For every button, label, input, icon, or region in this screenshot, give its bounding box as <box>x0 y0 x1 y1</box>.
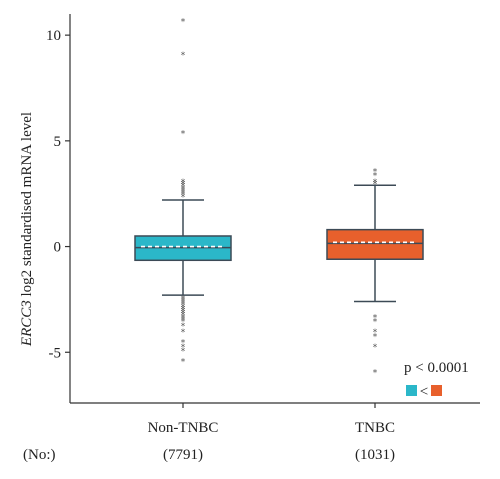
category-label-tnbc: TNBC <box>355 420 395 436</box>
count-tnbc: (1031) <box>355 447 395 463</box>
outlier-point: * <box>373 172 378 182</box>
outlier-point: * <box>181 299 186 309</box>
axes: -5 0 5 10 <box>46 14 480 408</box>
y-axis-label-gene: ERCC3 <box>19 300 35 347</box>
legend-comparison-symbol: < <box>420 384 428 400</box>
outlier-point: * <box>181 358 186 368</box>
y-tick-label: -5 <box>49 345 62 361</box>
outlier-point: * <box>373 313 378 323</box>
box-tnbc: ********** <box>326 167 424 378</box>
outlier-point: * <box>181 186 186 196</box>
count-non-tnbc: (7791) <box>163 447 203 463</box>
outlier-point: * <box>181 296 186 306</box>
outlier-point: * <box>181 182 186 192</box>
boxes: *************************************** <box>134 17 424 378</box>
y-tick-label: 5 <box>54 134 62 150</box>
box-non-tnbc: ***************************** <box>134 17 232 368</box>
outlier-point: * <box>181 303 186 313</box>
outlier-point: * <box>373 328 378 338</box>
outlier-point: * <box>181 193 186 203</box>
outlier-point: * <box>181 189 186 199</box>
outlier-point: * <box>373 178 378 188</box>
outlier-point: * <box>181 347 186 357</box>
outlier-point: * <box>181 301 186 311</box>
outlier-point: * <box>373 180 378 190</box>
outlier-point: * <box>181 339 186 349</box>
outlier-point: * <box>373 368 378 378</box>
outlier-point: * <box>181 322 186 332</box>
outlier-point: * <box>373 343 378 353</box>
y-tick-label: 0 <box>54 240 62 256</box>
outlier-point: * <box>181 313 186 323</box>
y-axis-label-text: log2 standardised mRNA level <box>19 112 35 300</box>
outlier-point: * <box>181 191 186 201</box>
y-tick-label: 10 <box>46 28 61 44</box>
legend-swatch-tnbc <box>431 385 442 396</box>
outlier-point: * <box>181 17 186 27</box>
outlier-point: * <box>181 184 186 194</box>
y-axis-label: ERCC3 log2 standardised mRNA level <box>19 112 35 347</box>
outlier-point: * <box>181 178 186 188</box>
outlier-point: * <box>373 318 378 328</box>
outlier-point: * <box>181 305 186 315</box>
outlier-point: * <box>181 309 186 319</box>
outlier-point: * <box>181 51 186 61</box>
outlier-point: * <box>181 307 186 317</box>
outlier-point: * <box>181 311 186 321</box>
p-value-annotation: p < 0.0001 <box>404 360 469 376</box>
outlier-point: * <box>181 328 186 338</box>
counts-label: (No:) <box>23 447 56 463</box>
category-label-non-tnbc: Non-TNBC <box>148 420 219 436</box>
outlier-point: * <box>181 343 186 353</box>
outlier-point: * <box>181 315 186 325</box>
outlier-point: * <box>181 180 186 190</box>
outlier-point: * <box>181 129 186 139</box>
outlier-point: * <box>373 332 378 342</box>
outlier-point: * <box>181 294 186 304</box>
iqr-box <box>326 228 424 260</box>
legend-swatch-non-tnbc <box>406 385 417 396</box>
outlier-point: * <box>181 318 186 328</box>
outlier-point: * <box>373 167 378 177</box>
